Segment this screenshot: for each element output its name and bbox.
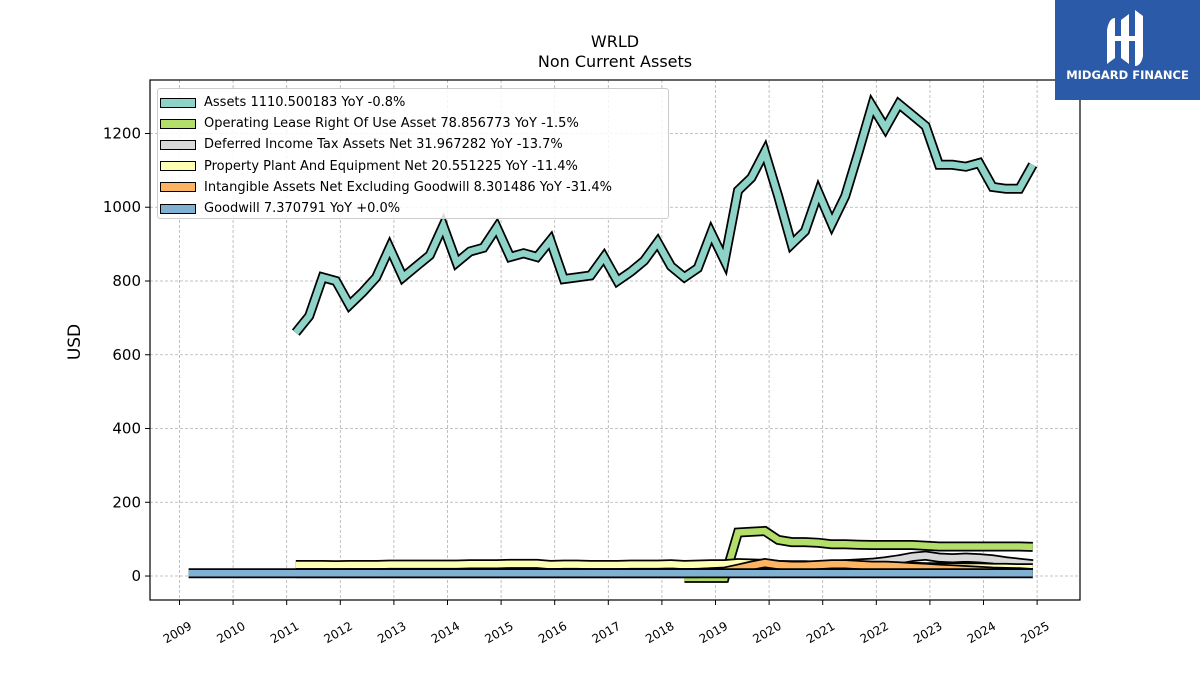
series-0 [291,93,1038,336]
y-tick-label: 600 [112,346,141,364]
y-tick-label: 200 [112,493,141,511]
legend-swatch [160,97,196,108]
x-tick-label: 2020 [750,619,783,646]
plot-frame [149,79,1081,601]
x-tick-label: 2022 [858,619,891,646]
legend-label: Operating Lease Right Of Use Asset 78.85… [204,116,579,132]
legend-swatch [160,161,196,172]
x-tick-label: 2018 [643,619,676,646]
x-tick-label: 2025 [1018,619,1051,646]
x-tick-label: 2014 [429,619,462,646]
x-tick-label: 2015 [482,619,515,646]
y-tick-label: 0 [131,567,141,585]
legend-label: Intangible Assets Net Excluding Goodwill… [204,179,613,195]
logo-mark-icon [1107,10,1143,66]
x-tick-label: 2012 [322,619,355,646]
series-1 [684,525,1033,583]
x-tick-label: 2024 [965,619,998,646]
legend-item-goodwill: Goodwill 7.370791 YoY +0.0% [158,198,668,219]
x-tick-label: 2010 [214,619,247,646]
x-tick-label: 2021 [804,619,837,646]
legend-swatch [160,118,196,129]
chart-title: WRLD [590,32,640,51]
legend-item-operating-lease: Operating Lease Right Of Use Asset 78.85… [158,113,668,134]
legend-swatch [160,139,196,150]
legend-swatch [160,182,196,193]
series-areas [188,93,1038,583]
y-tick-label: 1200 [103,124,141,142]
x-tick-label: 2013 [375,619,408,646]
logo-text: MIDGARD FINANCE [1066,68,1189,82]
legend-label: Assets 1110.500183 YoY -0.8% [204,95,406,111]
logo: MIDGARD FINANCE [1055,0,1200,100]
y-tick-label: 800 [112,272,141,290]
legend-swatch [160,203,196,214]
x-tick-label: 2009 [161,619,194,646]
chart-subtitle: Non Current Assets [537,52,693,71]
x-tick-label: 2011 [268,619,301,646]
legend-label: Deferred Income Tax Assets Net 31.967282… [204,137,563,153]
legend-item-ppe: Property Plant And Equipment Net 20.5512… [158,156,668,177]
y-axis-label: USD [65,324,85,360]
y-tick-label: 400 [112,420,141,438]
x-tick-label: 2019 [697,619,730,646]
y-tick-label: 1000 [103,198,141,216]
x-tick-label: 2016 [536,619,569,646]
legend-label: Property Plant And Equipment Net 20.5512… [204,158,578,174]
legend-item-intangible: Intangible Assets Net Excluding Goodwill… [158,177,668,198]
x-tick-label: 2017 [590,619,623,646]
legend-label: Goodwill 7.370791 YoY +0.0% [204,201,401,217]
legend-item-assets: Assets 1110.500183 YoY -0.8% [158,92,668,113]
series-line [293,97,1036,335]
legend: Assets 1110.500183 YoY -0.8% Operating L… [157,88,669,219]
legend-item-deferred-tax: Deferred Income Tax Assets Net 31.967282… [158,134,668,155]
x-tick-label: 2023 [911,619,944,646]
series-line [684,527,1033,582]
